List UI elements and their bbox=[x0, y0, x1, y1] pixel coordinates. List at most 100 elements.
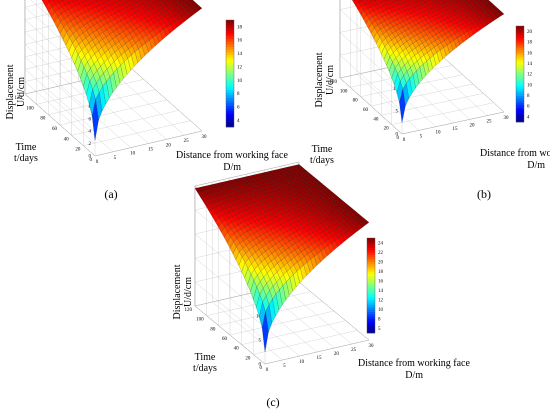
colorbar-segment bbox=[226, 38, 234, 42]
colorbar-segment bbox=[516, 47, 524, 51]
colorbar-segment bbox=[367, 306, 375, 310]
z-axis-label-line: U/d/cm bbox=[325, 65, 336, 95]
colorbar-frame bbox=[515, 25, 525, 123]
x-tick-label: 15 bbox=[453, 127, 459, 132]
colorbar-segment bbox=[367, 297, 375, 301]
x-axis-label: D/m bbox=[405, 370, 423, 381]
colorbar-segment bbox=[367, 245, 375, 248]
panel-label: (b) bbox=[477, 187, 491, 201]
colorbar-tick-label: 24 bbox=[378, 241, 384, 246]
colorbar-segment bbox=[226, 46, 234, 50]
colorbar-segment bbox=[226, 36, 234, 40]
colorbar-segment bbox=[226, 20, 234, 23]
panel-c: 0510152025051015202530020406080100120581… bbox=[172, 161, 470, 409]
panel-b: 0510152025051015202530020406080100120468… bbox=[310, 0, 550, 201]
colorbar-segment bbox=[367, 254, 375, 258]
x-tick-label: 5 bbox=[420, 134, 423, 139]
colorbar-segment bbox=[367, 295, 375, 298]
colorbar-segment bbox=[516, 119, 524, 123]
x-tick-label: 0 bbox=[266, 368, 269, 373]
colorbar-segment bbox=[367, 252, 375, 255]
colorbar-segment bbox=[516, 107, 524, 111]
colorbar-segment bbox=[516, 54, 524, 58]
colorbar-tick-label: 20 bbox=[378, 260, 384, 265]
colorbar-segment bbox=[516, 38, 524, 41]
y-axis-label: t/days bbox=[310, 155, 334, 166]
colorbar-tick-label: 14 bbox=[237, 52, 243, 57]
colorbar-segment bbox=[516, 95, 524, 99]
y-axis-label: Time bbox=[16, 142, 37, 153]
y-tick-label: 120 bbox=[330, 80, 338, 85]
x-tick-label: 25 bbox=[487, 120, 493, 125]
colorbar-segment bbox=[367, 283, 375, 286]
colorbar-segment bbox=[226, 84, 234, 88]
colorbar-segment bbox=[516, 83, 524, 87]
colorbar-segment bbox=[367, 311, 375, 315]
z-tick-label: 10 bbox=[256, 315, 262, 320]
y-axis-label: t/days bbox=[14, 153, 38, 164]
colorbar-segment bbox=[367, 238, 375, 241]
colorbar-segment bbox=[226, 60, 234, 64]
colorbar-segment bbox=[367, 261, 375, 265]
y-tick-label: 0 bbox=[260, 366, 263, 371]
x-tick-label: 25 bbox=[351, 348, 357, 353]
colorbar-segment bbox=[516, 110, 524, 113]
colorbar-segment bbox=[516, 105, 524, 108]
colorbar-segment bbox=[226, 68, 234, 72]
colorbar-segment bbox=[516, 62, 524, 65]
displacement-surface bbox=[352, 0, 505, 123]
y-tick-label: 40 bbox=[234, 347, 240, 352]
colorbar-segment bbox=[367, 264, 375, 267]
x-tick-label: 0 bbox=[96, 160, 99, 165]
colorbar-segment bbox=[367, 318, 375, 322]
y-gridline bbox=[381, 93, 484, 116]
y-tick-label: 100 bbox=[196, 318, 204, 323]
colorbar-tick-label: 10 bbox=[237, 79, 243, 84]
y-tick-label: 20 bbox=[245, 356, 251, 361]
colorbar-segment bbox=[226, 54, 234, 58]
colorbar-segment bbox=[367, 268, 375, 272]
colorbar-segment bbox=[226, 116, 234, 120]
colorbar-segment bbox=[367, 240, 375, 244]
colorbar-segment bbox=[516, 100, 524, 104]
x-tick-label: 10 bbox=[436, 131, 442, 136]
y-tick-label: 60 bbox=[363, 108, 369, 113]
z-axis-label-line: Displacement bbox=[172, 264, 183, 319]
colorbar-frame bbox=[225, 19, 235, 128]
y-tick-label: 100 bbox=[340, 89, 348, 94]
colorbar-segment bbox=[367, 287, 375, 291]
x-axis-label: Distance from working face bbox=[480, 148, 550, 159]
colorbar-segment bbox=[516, 74, 524, 77]
colorbar-segment bbox=[367, 325, 375, 329]
colorbar-tick-label: 22 bbox=[378, 251, 384, 256]
colorbar-tick-label: 12 bbox=[378, 298, 384, 303]
y-tick-label: 0 bbox=[90, 158, 93, 163]
colorbar bbox=[515, 25, 525, 123]
colorbar-tick-label: 8 bbox=[237, 92, 240, 97]
y-tick-label: 20 bbox=[384, 127, 390, 132]
x-tick-label: 30 bbox=[369, 344, 375, 349]
colorbar-segment bbox=[367, 309, 375, 312]
panel-label: (c) bbox=[266, 395, 279, 409]
colorbar-tick-label: 5 bbox=[378, 327, 381, 332]
colorbar-segment bbox=[367, 321, 375, 324]
colorbar-segment bbox=[226, 33, 234, 37]
z-axis-label: DisplacementU/d/cm bbox=[172, 264, 194, 319]
colorbar-tick-label: 16 bbox=[237, 39, 243, 44]
x-axis-label: D/m bbox=[223, 162, 241, 173]
colorbar-segment bbox=[367, 292, 375, 296]
colorbar-segment bbox=[226, 94, 234, 98]
z-tick-label: 5 bbox=[396, 110, 399, 115]
colorbar-tick-label: 14 bbox=[378, 289, 384, 294]
colorbar-segment bbox=[516, 78, 524, 82]
colorbar-segment bbox=[516, 40, 524, 44]
colorbar-segment bbox=[226, 86, 234, 90]
y-gridline bbox=[59, 99, 168, 126]
x-tick-label: 5 bbox=[114, 156, 117, 161]
y-tick-label: 120 bbox=[185, 308, 193, 313]
colorbar-segment bbox=[226, 81, 234, 85]
x-tick-label: 20 bbox=[334, 352, 340, 357]
colorbar-segment bbox=[367, 249, 375, 253]
x-tick-label: 15 bbox=[317, 356, 323, 361]
